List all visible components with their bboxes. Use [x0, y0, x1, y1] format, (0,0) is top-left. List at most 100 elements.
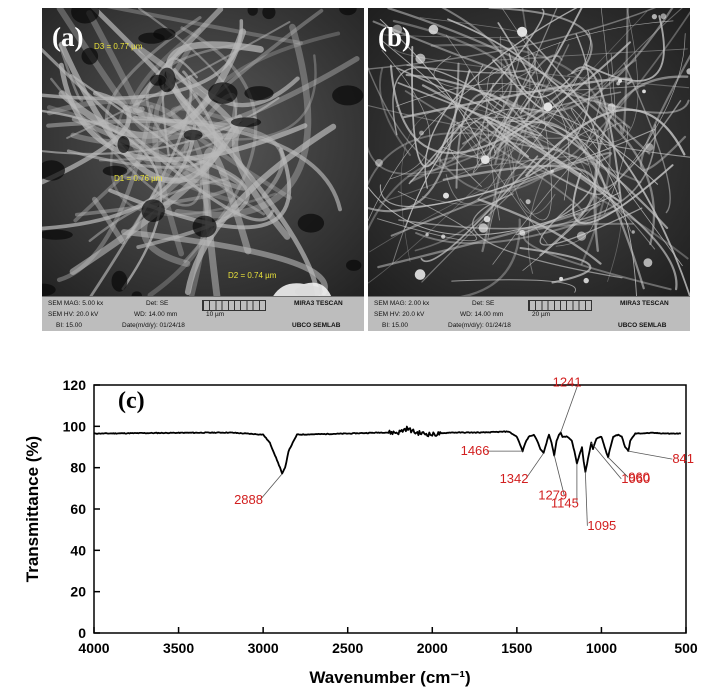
pore	[192, 215, 217, 238]
bead	[519, 230, 526, 236]
pore	[332, 85, 364, 106]
fiber	[368, 186, 621, 236]
bi-a: BI: 15.00	[56, 322, 83, 329]
bead	[419, 130, 424, 136]
pore	[339, 8, 357, 16]
fiber	[539, 203, 643, 246]
scale-bar-b	[528, 300, 592, 311]
fiber	[451, 279, 577, 293]
peak-label-1095: 1095	[587, 518, 616, 533]
fiber	[499, 8, 674, 113]
peak-label-841: 841	[672, 451, 694, 466]
fiber	[593, 75, 689, 252]
peak-label-1342: 1342	[500, 471, 529, 486]
spectrum-line	[93, 425, 682, 475]
sem-image-a: (a) D3 = 0.77 µm D1 = 0.76 µm D2 = 0.74 …	[42, 8, 364, 331]
peak-label-960: 960	[628, 469, 650, 484]
pore	[138, 32, 165, 44]
fiber	[392, 19, 519, 183]
pore	[262, 8, 276, 20]
fiber	[50, 77, 203, 207]
bead	[443, 192, 449, 199]
fiber	[501, 8, 598, 247]
fiber	[368, 103, 578, 139]
fiber	[414, 8, 531, 252]
sem-databar-b: SEM MAG: 2.00 kx Det: SE MIRA3 TESCAN SE…	[368, 296, 690, 331]
x-tick-label: 2000	[417, 640, 448, 656]
y-tick-label: 0	[78, 625, 86, 641]
fiber	[522, 33, 686, 271]
fiber	[56, 8, 149, 133]
fiber	[584, 15, 665, 82]
brand-b: MIRA3 TESCAN	[620, 300, 669, 307]
y-tick-label: 40	[70, 542, 86, 558]
fiber	[406, 44, 537, 74]
fiber	[383, 17, 528, 39]
bead	[517, 26, 528, 37]
measurement-d2: D2 = 0.74 µm	[228, 271, 277, 280]
y-tick-label: 100	[63, 418, 87, 434]
leader-line	[584, 471, 588, 526]
pore	[117, 136, 130, 153]
x-tick-label: 500	[674, 640, 698, 656]
x-tick-label: 1000	[586, 640, 617, 656]
sem-hv-b: SEM HV: 20.0 kV	[374, 311, 425, 318]
bead	[441, 234, 446, 239]
ftir-chart: 0 20 40 60 80 100 120 4000 3500 3000 2500 2000 1500…	[23, 375, 698, 687]
bead	[478, 223, 488, 233]
y-axis-ticks: 0 20 40 60 80 100 120	[63, 377, 100, 641]
fiber	[42, 19, 244, 101]
bead	[425, 232, 429, 237]
panel-label-b: (b)	[378, 22, 411, 52]
fiber	[369, 162, 623, 282]
bead	[375, 159, 383, 167]
bead	[651, 14, 657, 20]
peak-label-1466: 1466	[461, 443, 490, 458]
fiber	[486, 69, 500, 221]
fiber	[58, 43, 84, 102]
x-axis-ticks: 4000 3500 3000 2500 2000 1500 1000 500	[78, 627, 698, 656]
bead	[428, 24, 439, 35]
pore	[42, 160, 65, 181]
fiber	[390, 151, 612, 237]
pore	[297, 213, 325, 233]
pore	[247, 8, 258, 16]
fiber	[372, 20, 690, 114]
fiber	[600, 8, 617, 127]
scale-label-b: 20 µm	[532, 311, 551, 318]
pore	[71, 8, 100, 24]
fiber	[415, 209, 616, 245]
bead	[543, 102, 553, 112]
fiber	[435, 10, 690, 193]
sem-fiber-texture-a	[42, 8, 364, 296]
pore	[131, 291, 142, 296]
bead	[616, 81, 621, 86]
fiber	[433, 55, 646, 93]
fiber	[527, 8, 683, 274]
working-distance-a: WD: 14.00 mm	[134, 311, 178, 318]
fiber	[92, 196, 125, 245]
fiber	[184, 123, 337, 296]
bead	[645, 143, 654, 152]
bead	[686, 68, 690, 75]
fiber	[407, 155, 578, 178]
fiber	[595, 100, 682, 189]
fiber	[405, 73, 669, 230]
fiber	[58, 28, 247, 139]
working-distance-b: WD: 14.00 mm	[460, 311, 504, 318]
fiber	[106, 8, 303, 46]
fiber	[368, 155, 689, 260]
bead	[576, 231, 587, 241]
fiber	[442, 164, 597, 257]
x-tick-label: 3000	[248, 640, 279, 656]
bead	[415, 53, 426, 64]
fiber	[488, 8, 593, 139]
pore	[208, 82, 238, 104]
fiber	[42, 96, 280, 155]
brand-a: MIRA3 TESCAN	[294, 300, 343, 307]
fiber	[368, 44, 570, 171]
bead	[642, 89, 646, 94]
y-axis-title: Transmittance (%)	[23, 436, 42, 582]
fiber	[109, 108, 278, 216]
bead	[550, 169, 554, 173]
